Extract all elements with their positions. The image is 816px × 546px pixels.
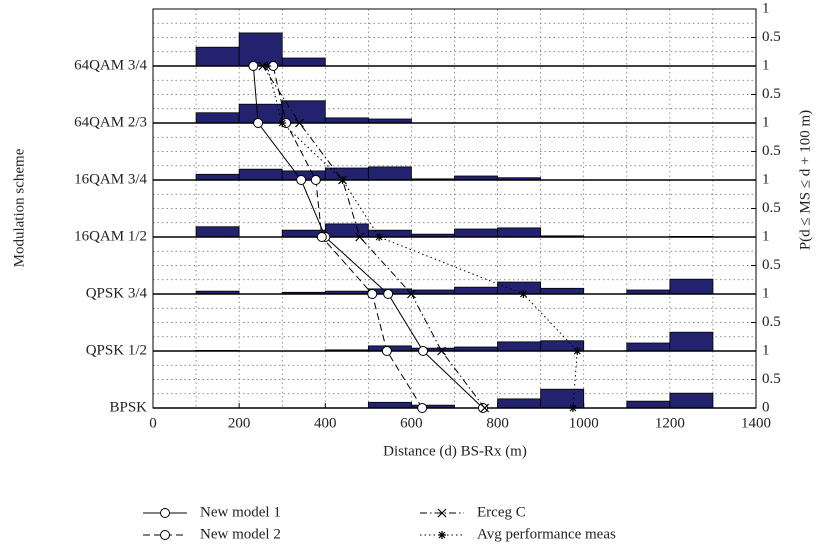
histogram-bar [669,331,714,352]
marker [437,346,447,356]
marker [383,289,394,299]
plot-frame [152,8,757,409]
histogram-bar [281,57,326,67]
histogram-bar [238,32,283,67]
y-tick-label: BPSK [109,399,147,415]
y2-axis-label: P(d ≤ MS ≤ d + 100 m) [797,110,813,250]
histogram-bar [540,388,585,409]
y2-tick-label: 1 [762,114,770,130]
marker [258,61,268,71]
marker [296,175,307,185]
marker [417,403,428,413]
y-tick-label: QPSK 3/4 [86,285,148,301]
y-axis-label: Modulation scheme [11,148,27,267]
marker [407,289,416,299]
y2-tick-label: 1 [762,0,770,16]
marker [477,403,488,413]
y-tick-label: 64QAM 2/3 [74,114,147,130]
marker [437,508,447,518]
marker [375,233,384,241]
x-tick-label: 0 [149,415,157,431]
marker [160,530,170,540]
y2-tick-label: 0.5 [762,371,781,387]
y2-tick-label: 0.5 [762,200,781,216]
marker [355,232,365,242]
marker [248,61,259,71]
marker [367,289,378,299]
marker [519,290,528,298]
y2-tick-label: 0.5 [762,143,781,159]
histogram-bar [540,287,585,295]
y2-tick-label: 0.5 [762,257,781,273]
histogram-bar [454,228,498,238]
marker [278,119,287,127]
histogram-bar [626,342,671,352]
legend-label: New model 2 [200,526,281,542]
histogram-bar [195,226,240,238]
legend-label: New model 1 [200,504,281,520]
histogram-bar [669,392,714,409]
y2-tick-label: 1 [762,57,770,73]
marker [253,118,264,128]
y-tick-label: QPSK 1/2 [86,342,147,358]
x-tick-label: 600 [400,415,423,431]
y2-tick-label: 0.5 [762,314,781,330]
marker [381,346,392,356]
marker [338,176,347,184]
y-tick-label: 64QAM 3/4 [74,57,147,73]
histogram-bar [626,400,671,409]
marker [480,403,490,413]
marker [295,118,304,128]
legend-label: Erceg C [477,504,526,520]
histogram-bar [669,278,714,295]
x-tick-label: 800 [486,415,509,431]
x-tick-label: 1000 [569,415,599,431]
marker [310,175,321,185]
histogram-bar [195,46,240,67]
histogram-bar [497,341,542,352]
marker [438,531,446,539]
marker [418,346,429,356]
histogram-bar [238,168,283,181]
y2-tick-label: 1 [762,342,770,358]
legend-label: Avg performance meas [477,526,616,542]
histogram-bar [195,173,240,181]
x-tick-label: 200 [228,415,251,431]
y2-tick-label: 0.5 [762,29,781,45]
histogram-bar [367,166,412,181]
histogram-bar [497,227,542,238]
x-tick-label: 400 [314,415,337,431]
y-tick-label: 16QAM 3/4 [74,171,147,187]
histogram-bar [497,398,542,409]
histogram-bar [324,167,369,181]
histogram-bar [195,112,240,124]
y2-tick-label: 0 [762,399,770,415]
y-tick-label: 16QAM 1/2 [74,228,147,244]
histogram-bar [324,117,369,124]
histogram-bar [367,401,412,409]
x-tick-label: 1200 [655,415,685,431]
marker [568,404,577,412]
y2-tick-label: 1 [762,171,770,187]
x-tick-label: 1400 [741,415,771,431]
marker [263,62,272,70]
histogram-bar [454,286,498,295]
y2-tick-label: 0.5 [762,86,781,102]
marker [316,232,327,242]
marker [573,347,582,355]
marker [160,508,170,518]
y2-tick-label: 1 [762,228,770,244]
x-axis-label: Distance (d) BS-Rx (m) [383,443,527,459]
y2-tick-label: 1 [762,285,770,301]
